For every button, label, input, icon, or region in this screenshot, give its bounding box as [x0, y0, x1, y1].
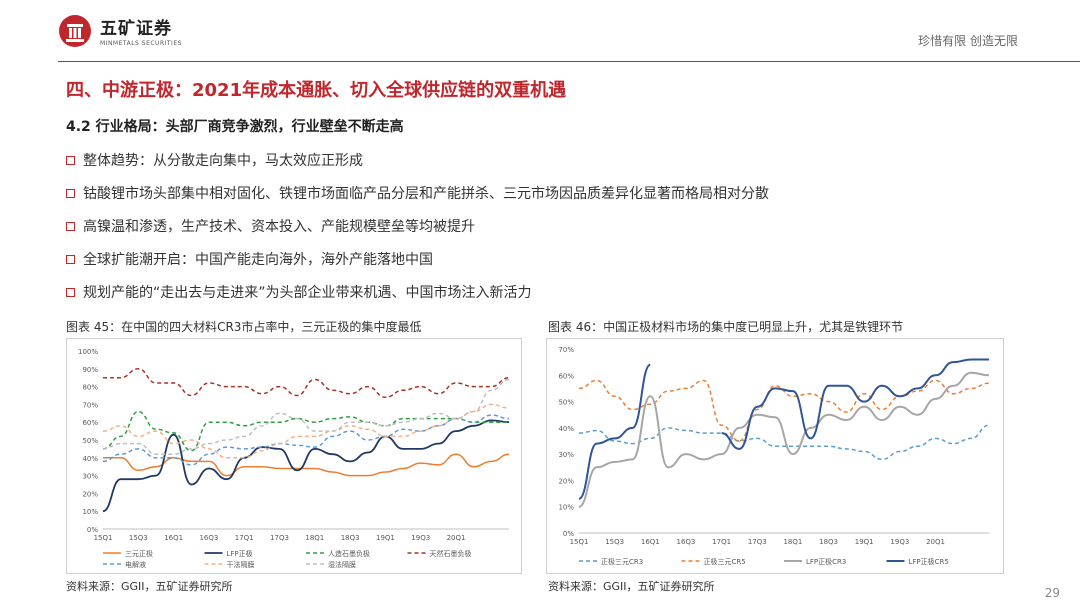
series-line: [578, 363, 652, 500]
bullet-item: 高镍温和渗透，生产技术、资本投入、产能规模壁垒等均被提升: [66, 216, 475, 236]
x-tick-label: 18Q1: [305, 534, 324, 542]
bullet-text: 全球扩能潮开启：中国产能走向海外，海外产能落地中国: [83, 252, 433, 268]
series-line: [578, 371, 990, 508]
series-line: [102, 410, 509, 452]
bullet-item: 全球扩能潮开启：中国产能走向海外，海外产能落地中国: [66, 249, 433, 269]
y-tick-label: 50%: [558, 399, 574, 407]
chart-1-source: 资料来源：GGII，五矿证券研究所: [66, 580, 233, 593]
x-tick-label: 19Q1: [855, 538, 874, 546]
x-tick-label: 19Q3: [890, 538, 909, 546]
x-tick-label: 20Q1: [447, 534, 466, 542]
y-tick-label: 90%: [82, 366, 98, 374]
y-tick-label: 100%: [78, 348, 98, 356]
x-tick-label: 17Q3: [270, 534, 289, 542]
chart-1-frame: 0% 10% 20% 30% 40% 50% 60% 70% 80% 90% 100% 15Q1 15Q…: [66, 338, 522, 574]
legend-label: 正极三元CR5: [704, 557, 746, 566]
x-tick-label: 17Q3: [748, 538, 767, 546]
brand-name-en: MINMETALS SECURITIES: [100, 40, 182, 47]
y-tick-label: 80%: [82, 384, 98, 392]
x-tick-label: 17Q1: [235, 534, 254, 542]
bullet-square-icon: [66, 287, 75, 297]
x-tick-label: 15Q1: [570, 538, 589, 546]
chart-1-caption: 图表 45：在中国的四大材料CR3市占率中，三元正极的集中度最低: [66, 320, 422, 334]
page-number: 29: [1044, 586, 1060, 600]
series-line: [578, 424, 990, 461]
bullet-text: 规划产能的“走出去与走进来”为头部企业带来机遇、中国市场注入新活力: [83, 285, 532, 301]
legend-label: 三元正极: [125, 549, 153, 558]
header: 五矿证券 MINMETALS SECURITIES 珍惜有限 创造无限: [0, 0, 1080, 62]
legend-label: 干法隔膜: [227, 560, 255, 569]
y-tick-label: 30%: [82, 473, 98, 481]
y-tick-label: 40%: [82, 455, 98, 463]
bullet-item: 整体趋势：从分散走向集中，马太效应正形成: [66, 150, 363, 170]
x-tick-label: 15Q3: [605, 538, 624, 546]
x-tick-label: 20Q1: [926, 538, 945, 546]
bullet-item: 规划产能的“走出去与走进来”为头部企业带来机遇、中国市场注入新活力: [66, 282, 532, 302]
y-tick-label: 60%: [558, 372, 574, 380]
x-tick-label: 15Q1: [94, 534, 113, 542]
x-tick-label: 19Q1: [376, 534, 395, 542]
bullet-item: 钴酸锂市场头部集中相对固化、铁锂市场面临产品分层和产能拼杀、三元市场因品质差异化…: [66, 183, 769, 203]
y-tick-label: 70%: [558, 346, 574, 354]
chart-2-caption: 图表 46：中国正极材料市场的集中度已明显上升，尤其是铁锂环节: [548, 320, 904, 334]
x-tick-label: 19Q3: [411, 534, 430, 542]
series-line: [578, 379, 990, 442]
series-line: [102, 378, 510, 455]
legend-label: LFP正极CR5: [909, 557, 949, 566]
brand-name: 五矿证券: [100, 19, 172, 39]
slogan: 珍惜有限 创造无限: [918, 34, 1018, 48]
y-tick-label: 20%: [82, 490, 98, 498]
chart-2-frame: 0% 10% 20% 30% 40% 50% 60% 70% 15Q1 15Q3 16Q1 16Q3 1…: [546, 338, 1004, 574]
x-tick-label: 18Q1: [783, 538, 802, 546]
bullet-text: 整体趋势：从分散走向集中，马太效应正形成: [83, 153, 363, 169]
x-tick-label: 18Q3: [341, 534, 360, 542]
chart-2-source: 资料来源：GGII，五矿证券研究所: [548, 580, 715, 593]
y-tick-label: 10%: [82, 508, 98, 516]
chart-2: 0% 10% 20% 30% 40% 50% 60% 70% 15Q1 15Q3 16Q1 16Q3 1…: [558, 346, 990, 566]
legend-label: 正极三元CR3: [601, 557, 643, 566]
legend-label: 电解液: [125, 560, 146, 569]
series-line: [102, 368, 510, 399]
series-line: [102, 403, 510, 459]
bullet-square-icon: [66, 188, 75, 198]
series-line: [102, 419, 510, 513]
company-logo-icon: [59, 15, 91, 47]
page-title: 四、中游正极：2021年成本通胀、切入全球供应链的双重机遇: [66, 80, 567, 101]
brand: 五矿证券 MINMETALS SECURITIES: [100, 14, 182, 47]
section-subtitle: 4.2 行业格局：头部厂商竞争激烈，行业壁垒不断走高: [66, 119, 404, 135]
y-tick-label: 60%: [82, 419, 98, 427]
x-tick-label: 16Q3: [677, 538, 696, 546]
legend-label: LFP正极: [227, 549, 253, 558]
y-tick-label: 40%: [558, 425, 574, 433]
x-tick-label: 16Q1: [164, 534, 183, 542]
y-tick-label: 50%: [82, 437, 98, 445]
legend-label: 天然石墨负极: [430, 549, 472, 558]
header-divider: [58, 61, 1080, 62]
y-tick-label: 0%: [563, 530, 574, 538]
bullet-square-icon: [66, 254, 75, 264]
x-tick-label: 17Q1: [712, 538, 731, 546]
chart-1: 0% 10% 20% 30% 40% 50% 60% 70% 80% 90% 100% 15Q1 15Q…: [78, 348, 510, 569]
series-line: [721, 358, 989, 450]
series-line: [103, 453, 510, 477]
y-tick-label: 20%: [558, 477, 574, 485]
legend-label: 人造石墨负极: [328, 549, 370, 558]
legend-label: 湿法隔膜: [328, 560, 356, 569]
bullet-text: 高镍温和渗透，生产技术、资本投入、产能规模壁垒等均被提升: [83, 219, 475, 235]
y-tick-label: 70%: [82, 401, 98, 409]
x-tick-label: 18Q3: [819, 538, 838, 546]
x-tick-label: 15Q3: [129, 534, 148, 542]
x-tick-label: 16Q1: [641, 538, 660, 546]
bullet-square-icon: [66, 155, 75, 165]
x-tick-label: 16Q3: [199, 534, 218, 542]
legend-label: LFP正极CR3: [806, 557, 846, 566]
bullet-square-icon: [66, 221, 75, 231]
y-tick-label: 0%: [87, 526, 98, 534]
bullet-text: 钴酸锂市场头部集中相对固化、铁锂市场面临产品分层和产能拼杀、三元市场因品质差异化…: [83, 186, 769, 202]
y-tick-label: 30%: [558, 451, 574, 459]
y-tick-label: 10%: [558, 504, 574, 512]
